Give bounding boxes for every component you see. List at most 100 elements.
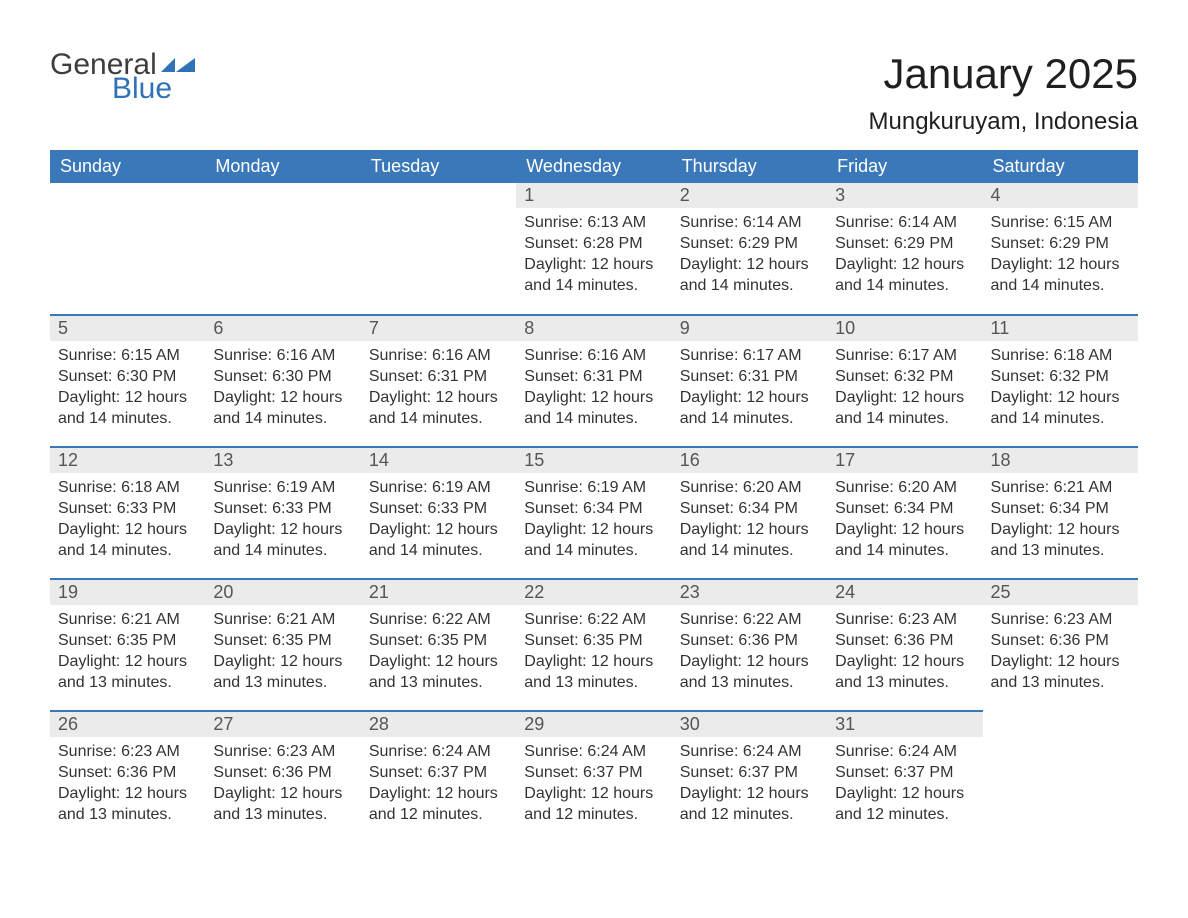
day-details: Sunrise: 6:18 AMSunset: 6:33 PMDaylight:… (50, 473, 205, 571)
day-number: 12 (50, 448, 205, 473)
day-details: Sunrise: 6:21 AMSunset: 6:35 PMDaylight:… (50, 605, 205, 703)
day-details: Sunrise: 6:13 AMSunset: 6:28 PMDaylight:… (516, 208, 671, 306)
calendar-cell: 27Sunrise: 6:23 AMSunset: 6:36 PMDayligh… (205, 711, 360, 843)
weekday-header: Tuesday (361, 150, 516, 183)
day-number: 14 (361, 448, 516, 473)
day-number: 24 (827, 580, 982, 605)
day-details: Sunrise: 6:17 AMSunset: 6:32 PMDaylight:… (827, 341, 982, 439)
day-number: 18 (983, 448, 1138, 473)
calendar-cell (361, 183, 516, 315)
calendar-cell: 13Sunrise: 6:19 AMSunset: 6:33 PMDayligh… (205, 447, 360, 579)
calendar-cell: 10Sunrise: 6:17 AMSunset: 6:32 PMDayligh… (827, 315, 982, 447)
day-details: Sunrise: 6:16 AMSunset: 6:31 PMDaylight:… (361, 341, 516, 439)
calendar-cell: 12Sunrise: 6:18 AMSunset: 6:33 PMDayligh… (50, 447, 205, 579)
calendar-row: 12Sunrise: 6:18 AMSunset: 6:33 PMDayligh… (50, 447, 1138, 579)
calendar-table: SundayMondayTuesdayWednesdayThursdayFrid… (50, 150, 1138, 843)
weekday-header: Monday (205, 150, 360, 183)
calendar-cell: 6Sunrise: 6:16 AMSunset: 6:30 PMDaylight… (205, 315, 360, 447)
day-number: 8 (516, 316, 671, 341)
day-details: Sunrise: 6:23 AMSunset: 6:36 PMDaylight:… (983, 605, 1138, 703)
logo: General Blue (50, 50, 195, 104)
day-number: 13 (205, 448, 360, 473)
calendar-cell: 30Sunrise: 6:24 AMSunset: 6:37 PMDayligh… (672, 711, 827, 843)
header: General Blue January 2025 (50, 50, 1138, 104)
calendar-cell: 11Sunrise: 6:18 AMSunset: 6:32 PMDayligh… (983, 315, 1138, 447)
calendar-row: 26Sunrise: 6:23 AMSunset: 6:36 PMDayligh… (50, 711, 1138, 843)
weekday-header: Sunday (50, 150, 205, 183)
day-number: 21 (361, 580, 516, 605)
day-number: 19 (50, 580, 205, 605)
day-number: 6 (205, 316, 360, 341)
calendar-cell: 8Sunrise: 6:16 AMSunset: 6:31 PMDaylight… (516, 315, 671, 447)
calendar-cell: 19Sunrise: 6:21 AMSunset: 6:35 PMDayligh… (50, 579, 205, 711)
calendar-cell: 25Sunrise: 6:23 AMSunset: 6:36 PMDayligh… (983, 579, 1138, 711)
calendar-cell (983, 711, 1138, 843)
calendar-cell: 9Sunrise: 6:17 AMSunset: 6:31 PMDaylight… (672, 315, 827, 447)
day-number: 17 (827, 448, 982, 473)
day-number: 28 (361, 712, 516, 737)
day-details: Sunrise: 6:21 AMSunset: 6:34 PMDaylight:… (983, 473, 1138, 571)
day-details: Sunrise: 6:24 AMSunset: 6:37 PMDaylight:… (516, 737, 671, 835)
day-number: 7 (361, 316, 516, 341)
day-number: 4 (983, 183, 1138, 208)
day-number: 26 (50, 712, 205, 737)
day-details: Sunrise: 6:22 AMSunset: 6:35 PMDaylight:… (361, 605, 516, 703)
day-details: Sunrise: 6:16 AMSunset: 6:31 PMDaylight:… (516, 341, 671, 439)
day-details: Sunrise: 6:23 AMSunset: 6:36 PMDaylight:… (50, 737, 205, 835)
calendar-row: 1Sunrise: 6:13 AMSunset: 6:28 PMDaylight… (50, 183, 1138, 315)
calendar-cell: 14Sunrise: 6:19 AMSunset: 6:33 PMDayligh… (361, 447, 516, 579)
calendar-cell: 1Sunrise: 6:13 AMSunset: 6:28 PMDaylight… (516, 183, 671, 315)
day-number: 10 (827, 316, 982, 341)
calendar-cell (205, 183, 360, 315)
calendar-row: 19Sunrise: 6:21 AMSunset: 6:35 PMDayligh… (50, 579, 1138, 711)
day-details: Sunrise: 6:23 AMSunset: 6:36 PMDaylight:… (205, 737, 360, 835)
calendar-cell: 23Sunrise: 6:22 AMSunset: 6:36 PMDayligh… (672, 579, 827, 711)
day-number: 22 (516, 580, 671, 605)
day-details: Sunrise: 6:24 AMSunset: 6:37 PMDaylight:… (672, 737, 827, 835)
day-number: 1 (516, 183, 671, 208)
calendar-cell: 29Sunrise: 6:24 AMSunset: 6:37 PMDayligh… (516, 711, 671, 843)
day-number: 23 (672, 580, 827, 605)
logo-text-blue: Blue (112, 74, 195, 104)
day-details: Sunrise: 6:22 AMSunset: 6:36 PMDaylight:… (672, 605, 827, 703)
day-number: 3 (827, 183, 982, 208)
day-details: Sunrise: 6:15 AMSunset: 6:30 PMDaylight:… (50, 341, 205, 439)
day-number: 9 (672, 316, 827, 341)
calendar-cell: 5Sunrise: 6:15 AMSunset: 6:30 PMDaylight… (50, 315, 205, 447)
day-details: Sunrise: 6:19 AMSunset: 6:33 PMDaylight:… (361, 473, 516, 571)
day-details: Sunrise: 6:19 AMSunset: 6:33 PMDaylight:… (205, 473, 360, 571)
day-details: Sunrise: 6:24 AMSunset: 6:37 PMDaylight:… (827, 737, 982, 835)
calendar-cell: 16Sunrise: 6:20 AMSunset: 6:34 PMDayligh… (672, 447, 827, 579)
logo-flag-icon (161, 54, 195, 74)
calendar-cell: 7Sunrise: 6:16 AMSunset: 6:31 PMDaylight… (361, 315, 516, 447)
weekday-header: Friday (827, 150, 982, 183)
day-details: Sunrise: 6:15 AMSunset: 6:29 PMDaylight:… (983, 208, 1138, 306)
calendar-cell: 4Sunrise: 6:15 AMSunset: 6:29 PMDaylight… (983, 183, 1138, 315)
weekday-header: Wednesday (516, 150, 671, 183)
weekday-header: Thursday (672, 150, 827, 183)
day-details: Sunrise: 6:24 AMSunset: 6:37 PMDaylight:… (361, 737, 516, 835)
location-text: Mungkuruyam, Indonesia (50, 108, 1138, 136)
calendar-cell: 18Sunrise: 6:21 AMSunset: 6:34 PMDayligh… (983, 447, 1138, 579)
calendar-cell: 28Sunrise: 6:24 AMSunset: 6:37 PMDayligh… (361, 711, 516, 843)
day-number: 11 (983, 316, 1138, 341)
calendar-cell: 2Sunrise: 6:14 AMSunset: 6:29 PMDaylight… (672, 183, 827, 315)
calendar-row: 5Sunrise: 6:15 AMSunset: 6:30 PMDaylight… (50, 315, 1138, 447)
day-number: 31 (827, 712, 982, 737)
weekday-header-row: SundayMondayTuesdayWednesdayThursdayFrid… (50, 150, 1138, 183)
calendar-cell: 24Sunrise: 6:23 AMSunset: 6:36 PMDayligh… (827, 579, 982, 711)
calendar-body: 1Sunrise: 6:13 AMSunset: 6:28 PMDaylight… (50, 183, 1138, 843)
calendar-cell: 17Sunrise: 6:20 AMSunset: 6:34 PMDayligh… (827, 447, 982, 579)
day-number: 2 (672, 183, 827, 208)
day-number: 15 (516, 448, 671, 473)
day-details: Sunrise: 6:14 AMSunset: 6:29 PMDaylight:… (672, 208, 827, 306)
calendar-cell: 15Sunrise: 6:19 AMSunset: 6:34 PMDayligh… (516, 447, 671, 579)
calendar-cell: 31Sunrise: 6:24 AMSunset: 6:37 PMDayligh… (827, 711, 982, 843)
day-number: 27 (205, 712, 360, 737)
day-details: Sunrise: 6:20 AMSunset: 6:34 PMDaylight:… (827, 473, 982, 571)
day-number: 5 (50, 316, 205, 341)
day-number: 25 (983, 580, 1138, 605)
day-details: Sunrise: 6:23 AMSunset: 6:36 PMDaylight:… (827, 605, 982, 703)
calendar-cell: 3Sunrise: 6:14 AMSunset: 6:29 PMDaylight… (827, 183, 982, 315)
calendar-cell: 21Sunrise: 6:22 AMSunset: 6:35 PMDayligh… (361, 579, 516, 711)
